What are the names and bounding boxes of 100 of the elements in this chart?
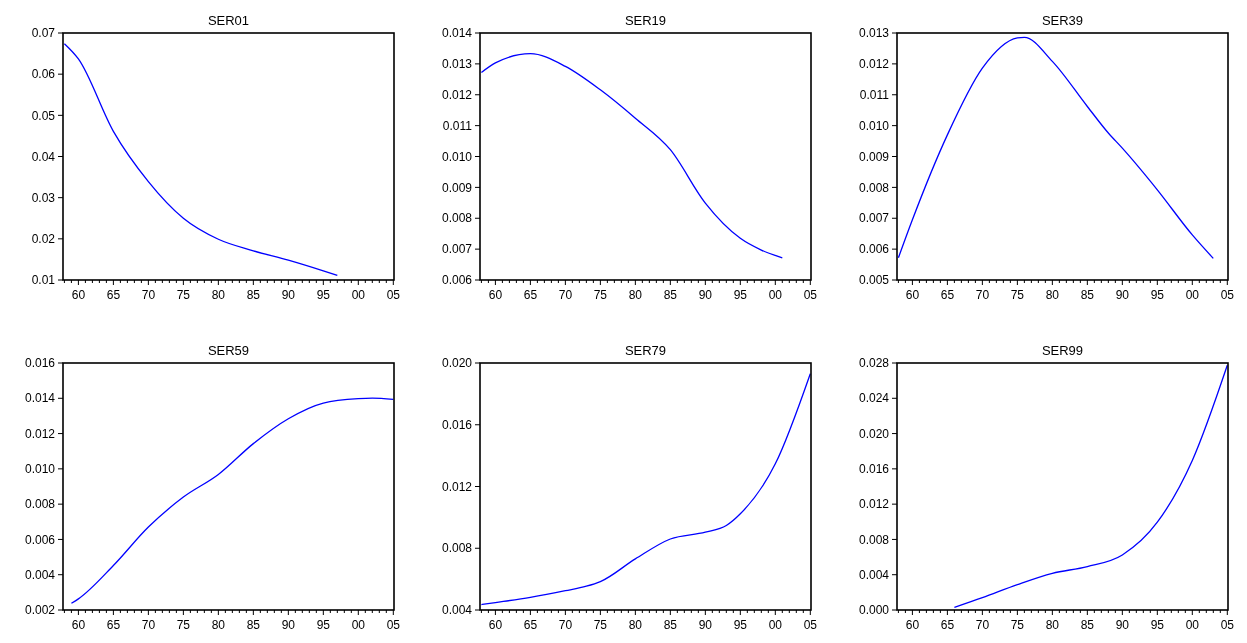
- x-tick-label: 65: [106, 288, 121, 302]
- y-tick-label: 0.01: [31, 273, 56, 288]
- y-tick-label: 0.012: [858, 497, 890, 512]
- x-tick-label: 95: [1150, 618, 1165, 632]
- x-tick-label: 60: [905, 618, 920, 632]
- x-tick-label: 90: [1115, 288, 1130, 302]
- x-tick-label: 05: [803, 618, 818, 632]
- y-tick-label: 0.024: [858, 391, 890, 406]
- x-tick-label: 65: [106, 618, 121, 632]
- x-tick-label: 05: [386, 618, 401, 632]
- x-tick-label: 90: [698, 288, 713, 302]
- y-tick-label: 0.012: [858, 57, 890, 72]
- x-tick-label: 05: [386, 288, 401, 302]
- x-tick-label: 85: [663, 288, 678, 302]
- y-tick-label: 0.004: [441, 603, 473, 618]
- y-tick-label: 0.05: [31, 108, 56, 123]
- y-tick-label: 0.03: [31, 190, 56, 205]
- y-tick-label: 0.008: [441, 211, 473, 226]
- y-tick-label: 0.002: [24, 603, 56, 618]
- x-tick-label: 80: [628, 288, 643, 302]
- y-tick-label: 0.013: [858, 26, 890, 41]
- y-tick-label: 0.011: [442, 118, 473, 133]
- y-tick-label: 0.006: [441, 273, 473, 288]
- y-tick-label: 0.07: [31, 26, 56, 41]
- y-tick-label: 0.008: [441, 541, 473, 556]
- y-tick-label: 0.005: [858, 273, 890, 288]
- x-tick-label: 80: [628, 618, 643, 632]
- line-series: [70, 397, 394, 604]
- y-tick-label: 0.007: [858, 211, 890, 226]
- x-tick-label: 00: [768, 618, 783, 632]
- x-tick-label: 00: [1185, 618, 1200, 632]
- x-tick-label: 75: [176, 618, 191, 632]
- y-tick-label: 0.013: [441, 57, 473, 72]
- y-tick-label: 0.028: [858, 356, 890, 371]
- y-tick-label: 0.004: [858, 567, 890, 582]
- y-tick-label: 0.04: [31, 149, 56, 164]
- line-series: [480, 373, 811, 606]
- x-tick-label: 70: [558, 618, 573, 632]
- chart-title: SER99: [1041, 343, 1084, 358]
- x-tick-label: 05: [803, 288, 818, 302]
- x-tick-label: 65: [523, 618, 538, 632]
- line-series: [63, 43, 338, 277]
- line-series: [953, 364, 1228, 608]
- x-tick-label: 70: [975, 288, 990, 302]
- y-tick-label: 0.008: [24, 497, 56, 512]
- x-tick-label: 65: [523, 288, 538, 302]
- x-tick-label: 90: [281, 618, 296, 632]
- chart-title: SER79: [624, 343, 667, 358]
- y-tick-label: 0.008: [858, 532, 890, 547]
- x-tick-label: 75: [176, 288, 191, 302]
- x-tick-label: 90: [1115, 618, 1130, 632]
- chart-title: SER59: [207, 343, 250, 358]
- y-tick-label: 0.014: [441, 26, 473, 41]
- x-tick-label: 95: [316, 288, 331, 302]
- y-tick-label: 0.010: [24, 462, 56, 477]
- y-tick-label: 0.006: [24, 532, 56, 547]
- y-tick-label: 0.016: [24, 356, 56, 371]
- y-tick-label: 0.016: [441, 417, 473, 432]
- x-tick-label: 80: [1045, 288, 1060, 302]
- x-tick-label: 00: [1185, 288, 1200, 302]
- x-tick-label: 95: [316, 618, 331, 632]
- x-tick-label: 70: [975, 618, 990, 632]
- x-tick-label: 05: [1220, 288, 1235, 302]
- y-tick-label: 0.02: [31, 232, 56, 247]
- x-tick-label: 95: [733, 288, 748, 302]
- x-tick-label: 85: [1080, 288, 1095, 302]
- x-tick-label: 65: [940, 288, 955, 302]
- line-series: [897, 36, 1214, 260]
- x-tick-label: 05: [1220, 618, 1235, 632]
- y-tick-label: 0.006: [858, 242, 890, 257]
- y-tick-label: 0.06: [31, 67, 56, 82]
- x-tick-label: 60: [71, 288, 86, 302]
- y-tick-label: 0.008: [858, 180, 890, 195]
- y-tick-label: 0.014: [24, 391, 56, 406]
- y-tick-label: 0.000: [858, 603, 890, 618]
- y-tick-label: 0.009: [858, 149, 890, 164]
- y-tick-label: 0.012: [24, 426, 56, 441]
- y-tick-label: 0.012: [441, 87, 473, 102]
- y-tick-label: 0.007: [441, 242, 473, 257]
- x-tick-label: 85: [1080, 618, 1095, 632]
- x-tick-label: 60: [488, 288, 503, 302]
- y-tick-label: 0.009: [441, 180, 473, 195]
- x-tick-label: 75: [1010, 618, 1025, 632]
- x-tick-label: 00: [768, 288, 783, 302]
- x-tick-label: 75: [1010, 288, 1025, 302]
- x-tick-label: 90: [698, 618, 713, 632]
- y-tick-label: 0.010: [858, 118, 890, 133]
- x-tick-label: 00: [351, 618, 366, 632]
- x-tick-label: 85: [663, 618, 678, 632]
- x-tick-label: 75: [593, 288, 608, 302]
- y-tick-label: 0.004: [24, 567, 56, 582]
- x-tick-label: 75: [593, 618, 608, 632]
- chart-title: SER39: [1041, 13, 1084, 28]
- x-tick-label: 80: [211, 288, 226, 302]
- y-tick-label: 0.012: [441, 479, 473, 494]
- x-tick-label: 70: [141, 618, 156, 632]
- y-tick-label: 0.020: [858, 426, 890, 441]
- x-tick-label: 85: [246, 288, 261, 302]
- chart-title: SER01: [207, 13, 250, 28]
- y-tick-label: 0.010: [441, 149, 473, 164]
